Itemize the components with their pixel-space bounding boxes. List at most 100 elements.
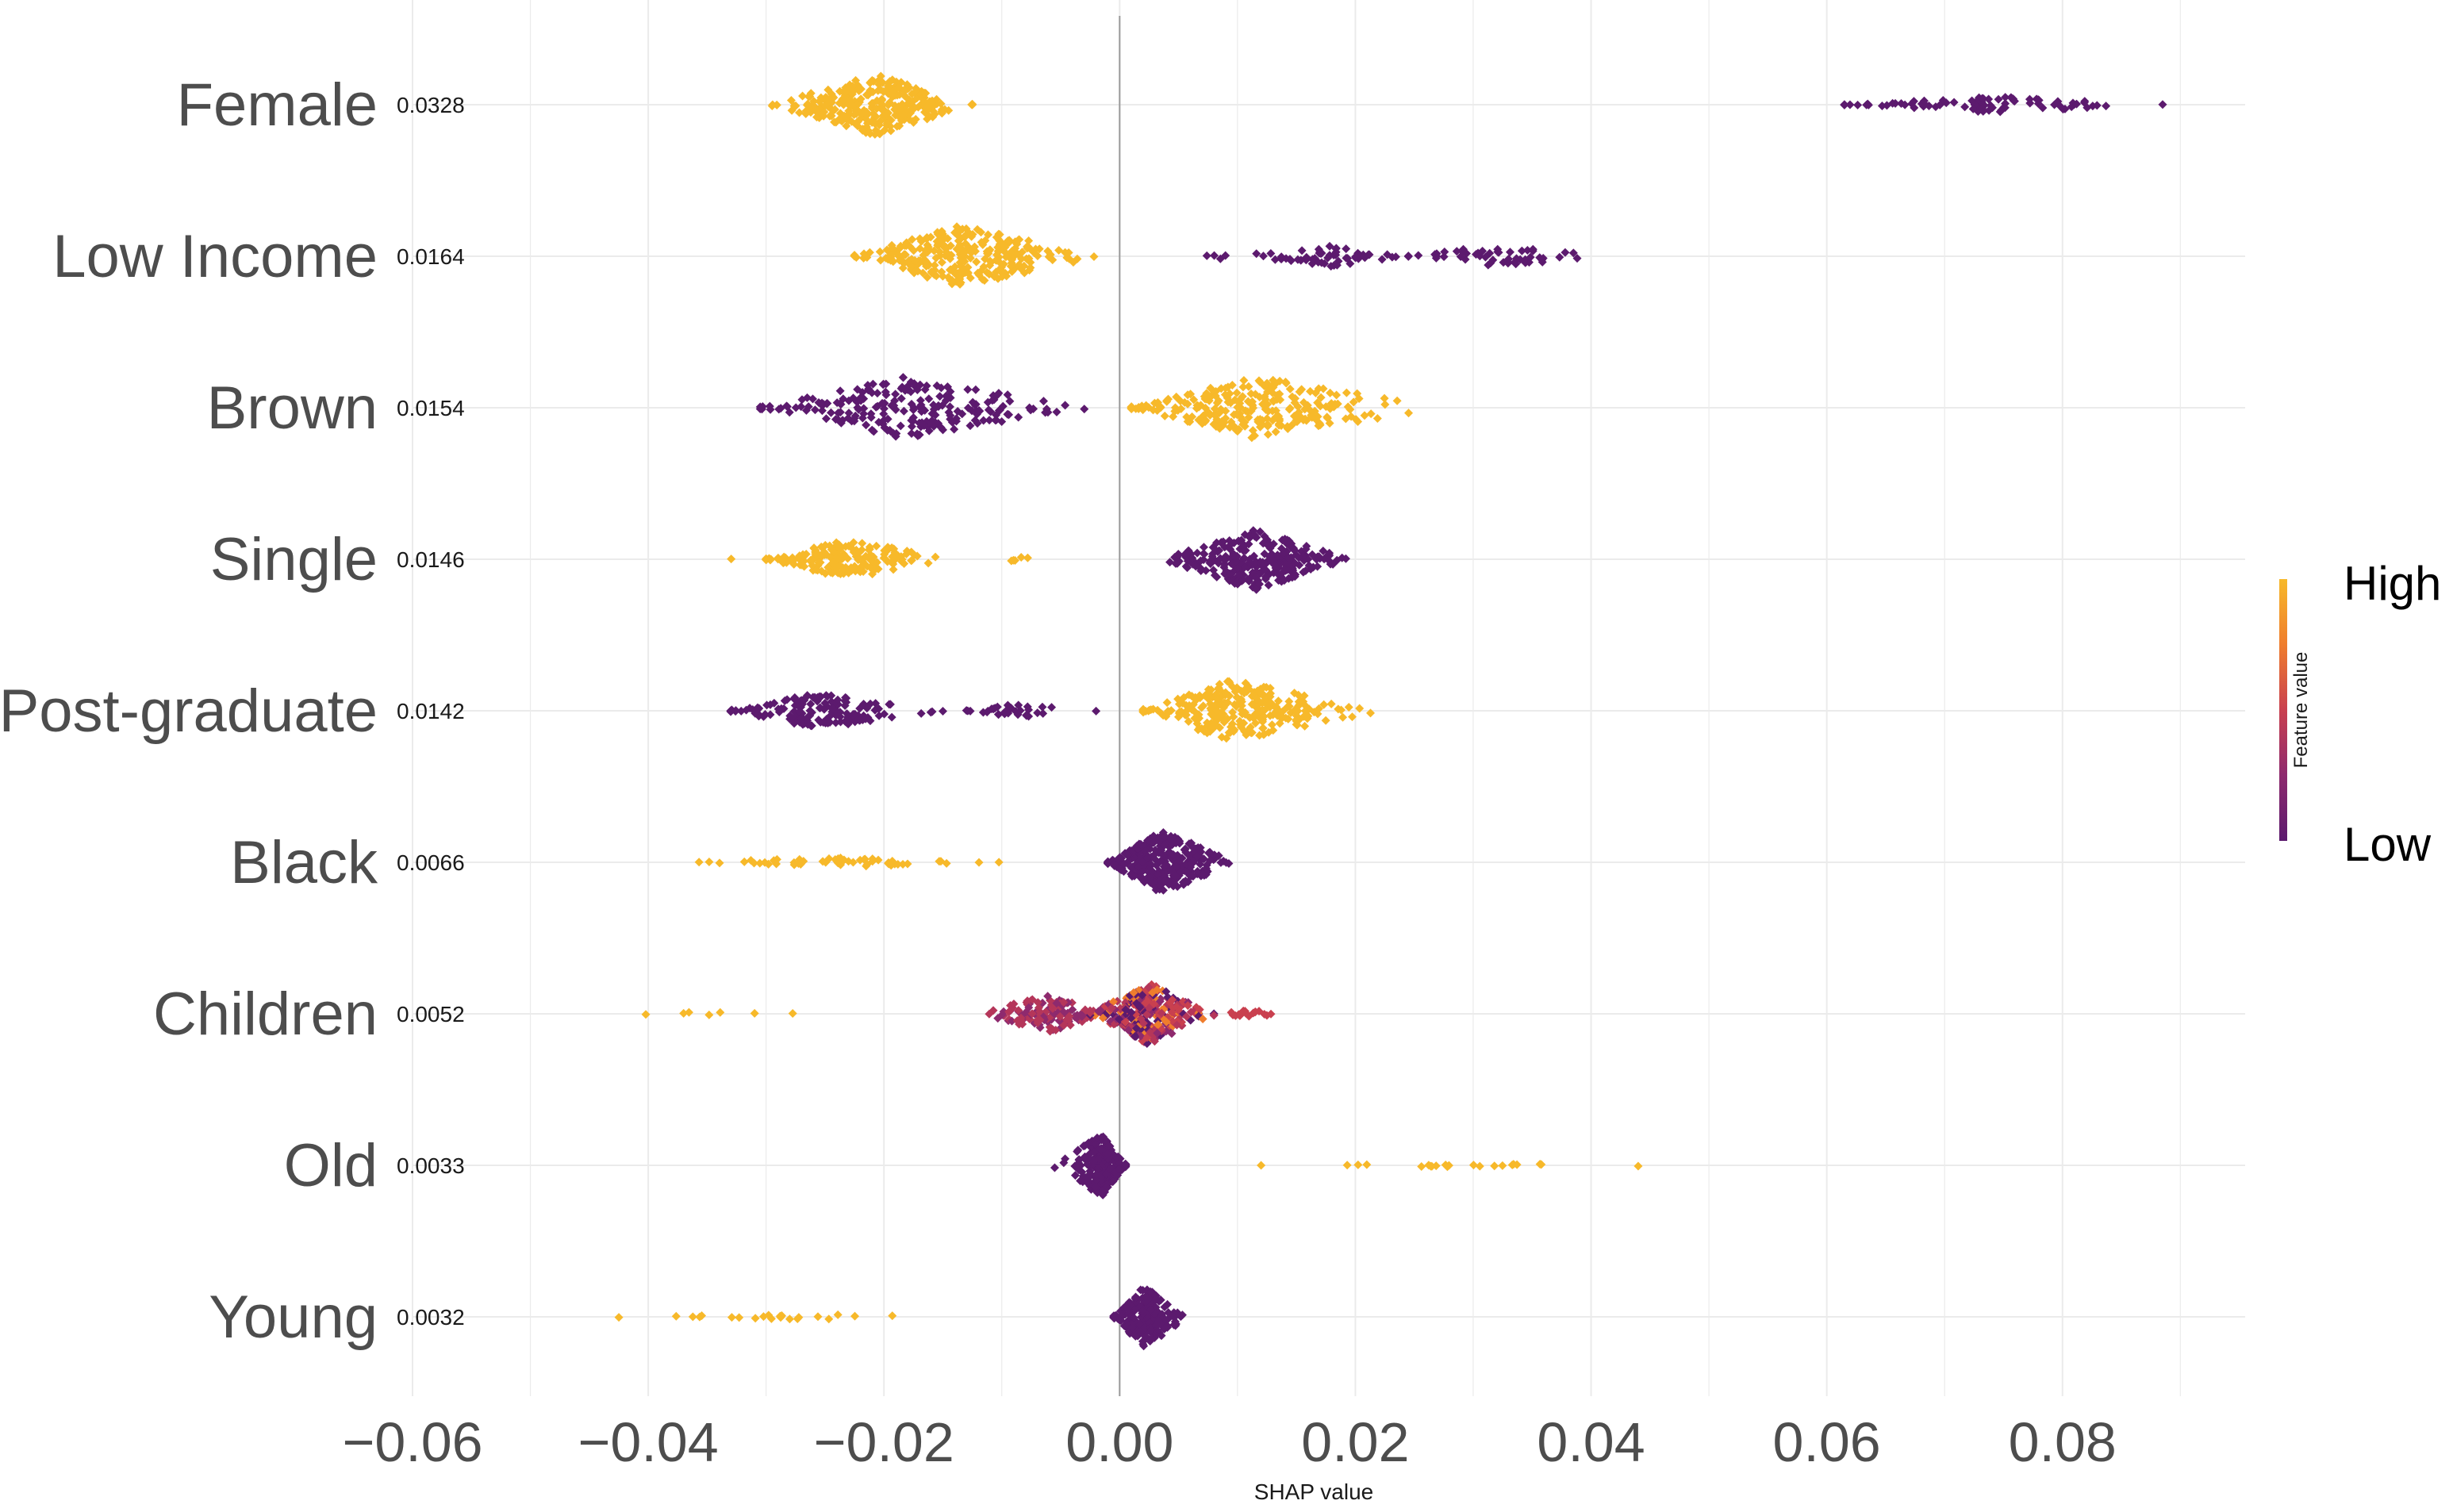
shap-point <box>1165 558 1175 567</box>
shap-point <box>800 562 809 571</box>
shap-point <box>1109 859 1119 869</box>
shap-point <box>1978 94 1987 103</box>
shap-point <box>1046 1027 1055 1036</box>
shap-point <box>2000 103 2010 113</box>
shap-point <box>820 569 830 578</box>
shap-point <box>1360 411 1369 420</box>
shap-point <box>869 427 878 436</box>
shap-point <box>1297 385 1307 394</box>
shap-point <box>1275 719 1284 728</box>
shap-point <box>1220 543 1230 552</box>
shap-point <box>1207 709 1216 719</box>
feature-label: Black <box>230 829 378 896</box>
shap-point <box>1260 1010 1269 1019</box>
shap-point <box>762 700 772 710</box>
shap-point <box>850 251 859 260</box>
shap-point <box>778 557 788 566</box>
shap-point <box>1234 536 1243 546</box>
shap-point <box>695 1312 704 1322</box>
shap-point <box>856 396 866 405</box>
shap-point <box>955 274 965 284</box>
shap-point <box>1149 405 1158 415</box>
shap-point <box>863 552 873 562</box>
shap-point <box>862 420 871 430</box>
shap-point <box>1268 416 1277 425</box>
shap-point <box>935 857 944 866</box>
shap-point <box>858 106 868 116</box>
shap-point <box>868 570 877 579</box>
shap-point <box>1238 546 1248 555</box>
grid-lines <box>412 0 2245 1396</box>
feature-label: Children <box>153 980 378 1048</box>
shap-point <box>868 857 877 866</box>
shap-point <box>750 858 759 868</box>
shap-point <box>1198 869 1207 879</box>
x-tick-label: 0.04 <box>1537 1411 1645 1473</box>
shap-point <box>1108 1176 1118 1186</box>
shap-point <box>885 700 894 709</box>
shap-point <box>1089 1147 1099 1157</box>
shap-point <box>805 92 815 102</box>
shap-point <box>935 251 945 260</box>
shap-point <box>1052 999 1061 1008</box>
shap-point <box>1292 720 1302 730</box>
shap-point <box>922 102 931 111</box>
shap-point <box>1280 564 1289 574</box>
shap-point <box>1014 413 1023 422</box>
shap-point <box>1155 996 1165 1006</box>
shap-point <box>1052 407 1061 416</box>
shap-point <box>1229 712 1238 722</box>
shap-point <box>881 253 891 263</box>
shap-point <box>1271 406 1280 416</box>
shap-point <box>1284 405 1294 414</box>
shap-point <box>684 1007 693 1017</box>
shap-point <box>1328 559 1338 569</box>
shap-point <box>1199 701 1208 711</box>
shap-point <box>1142 854 1152 863</box>
shap-point <box>1131 1331 1140 1341</box>
shap-point <box>1238 392 1247 401</box>
shap-point <box>1091 1182 1100 1192</box>
shap-point <box>967 100 977 109</box>
shap-point <box>994 247 1004 256</box>
shap-point <box>872 558 881 567</box>
shap-point <box>863 386 873 395</box>
shap-point <box>1201 566 1211 575</box>
shap-point <box>1225 569 1234 578</box>
shap-point <box>785 1314 794 1324</box>
shap-point <box>1344 702 1353 712</box>
shap-point <box>1178 698 1188 708</box>
shap-point <box>869 552 878 562</box>
shap-point <box>929 401 939 410</box>
shap-point <box>1511 254 1521 263</box>
shap-point <box>866 409 876 419</box>
shap-point <box>760 858 770 867</box>
shap-point <box>1468 1161 1478 1170</box>
shap-point <box>926 708 935 717</box>
shap-point <box>1935 100 1944 109</box>
shap-point <box>999 1007 1008 1016</box>
shap-point <box>1027 995 1037 1004</box>
shap-point <box>641 1010 651 1019</box>
shap-point <box>965 248 975 257</box>
shap-point <box>1319 700 1329 709</box>
shap-point <box>742 705 751 715</box>
shap-point <box>1490 1161 1499 1171</box>
shap-point <box>1919 96 1929 106</box>
shap-point <box>880 550 889 559</box>
shap-point <box>1265 692 1275 701</box>
shap-point <box>774 405 784 414</box>
shap-point <box>873 855 883 865</box>
shap-point <box>907 556 916 566</box>
shap-point <box>931 271 941 281</box>
shap-point <box>806 721 816 731</box>
shap-point <box>1024 1003 1034 1012</box>
shap-point <box>1015 235 1024 244</box>
shap-point <box>1016 552 1026 562</box>
shap-point <box>910 88 919 98</box>
shap-point <box>2010 96 2019 106</box>
shap-point <box>1322 413 1332 422</box>
shap-point <box>1080 1152 1089 1161</box>
shap-point <box>927 417 936 427</box>
shap-point <box>1102 1169 1111 1179</box>
